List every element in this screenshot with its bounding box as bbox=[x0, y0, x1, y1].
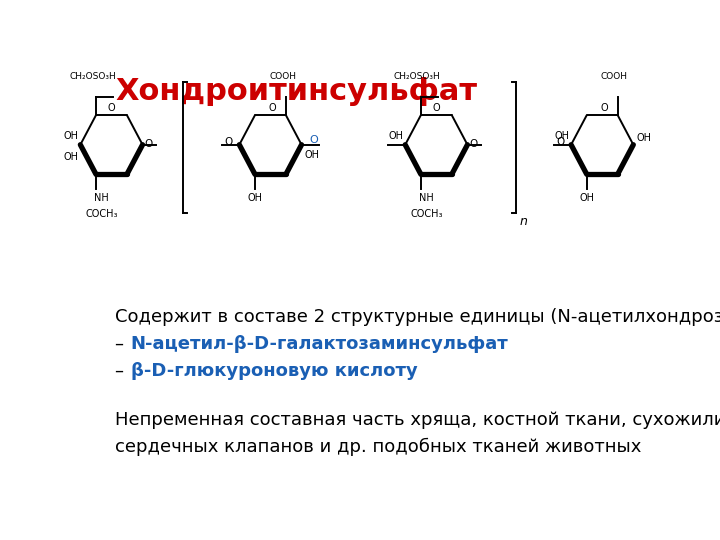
Text: –: – bbox=[115, 335, 130, 353]
Text: O: O bbox=[269, 103, 276, 113]
Text: OH: OH bbox=[63, 131, 78, 141]
Text: NH: NH bbox=[419, 193, 433, 203]
Text: O: O bbox=[108, 103, 115, 113]
Text: CH₂OSO₃H: CH₂OSO₃H bbox=[69, 72, 116, 81]
Text: COCH₃: COCH₃ bbox=[410, 208, 443, 219]
Text: O: O bbox=[600, 103, 608, 113]
Text: N-ацетил-β-D-галактозаминсульфат: N-ацетил-β-D-галактозаминсульфат bbox=[131, 335, 508, 353]
Text: OH: OH bbox=[248, 193, 262, 203]
Text: –: – bbox=[115, 362, 130, 380]
Text: COOH: COOH bbox=[269, 72, 296, 81]
Text: COOH: COOH bbox=[600, 72, 628, 81]
Text: NH: NH bbox=[94, 193, 109, 203]
Text: O: O bbox=[310, 135, 318, 145]
Text: OH: OH bbox=[305, 151, 320, 160]
Text: CH₂OSO₃H: CH₂OSO₃H bbox=[394, 72, 441, 81]
Text: OH: OH bbox=[636, 133, 652, 143]
Text: O: O bbox=[469, 139, 478, 148]
Text: OH: OH bbox=[63, 152, 78, 161]
Text: O: O bbox=[433, 103, 440, 113]
Text: β-D-глюкуроновую кислоту: β-D-глюкуроновую кислоту bbox=[131, 362, 418, 380]
Text: OH: OH bbox=[579, 193, 594, 203]
Text: n: n bbox=[519, 215, 527, 228]
Text: O: O bbox=[557, 137, 565, 147]
Text: O: O bbox=[225, 137, 233, 147]
Text: Непременная составная часть хряща, костной ткани, сухожилий,: Непременная составная часть хряща, костн… bbox=[115, 411, 720, 429]
Text: O: O bbox=[145, 139, 153, 148]
Text: COCH₃: COCH₃ bbox=[85, 208, 117, 219]
Text: Содержит в составе 2 структурные единицы (N-ацетилхондрозин):: Содержит в составе 2 структурные единицы… bbox=[115, 308, 720, 326]
Text: сердечных клапанов и др. подобных тканей животных: сердечных клапанов и др. подобных тканей… bbox=[115, 438, 642, 456]
Text: OH: OH bbox=[554, 131, 569, 141]
Text: OH: OH bbox=[388, 131, 403, 141]
Text: Хондроитинсульфат: Хондроитинсульфат bbox=[115, 77, 477, 106]
